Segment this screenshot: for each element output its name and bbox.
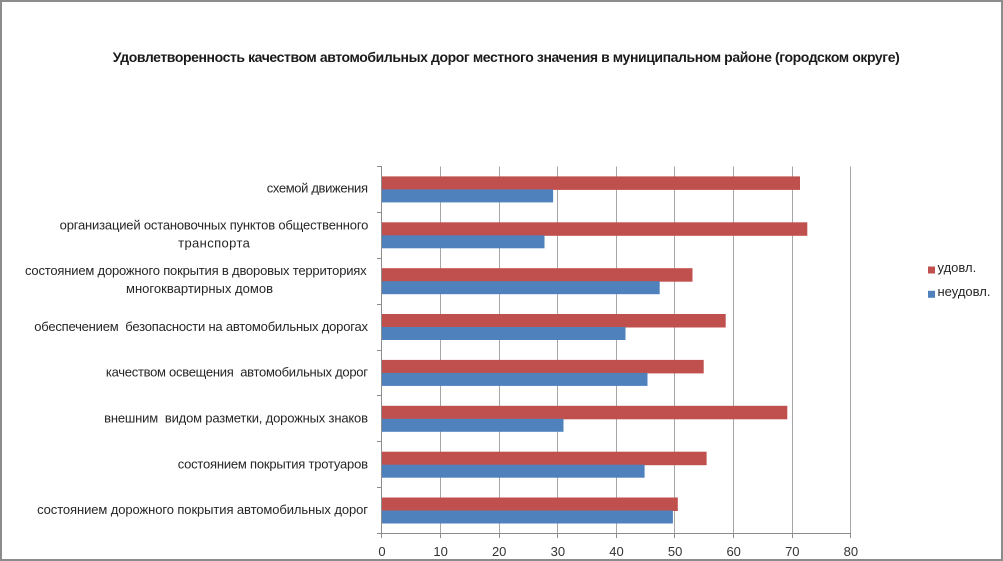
svg-text:10: 10	[433, 544, 447, 559]
svg-text:80: 80	[844, 544, 858, 559]
svg-text:Удовлетворенность качеством ав: Удовлетворенность качеством автомобильны…	[113, 49, 900, 65]
svg-text:20: 20	[492, 544, 506, 559]
svg-text:неудовл.: неудовл.	[938, 284, 991, 299]
svg-text:схемой движения: схемой движения	[267, 181, 368, 196]
svg-text:обеспечением безопасности на: обеспечением безопасности на автомобильн…	[34, 319, 368, 334]
svg-text:состоянием дорожного покрытия: состоянием дорожного покрытия автомобиль…	[37, 502, 368, 517]
svg-text:транспорта: транспорта	[178, 235, 251, 250]
svg-text:внешним видом разметки, дорож: внешним видом разметки, дорожных знаков	[104, 411, 368, 426]
svg-text:50: 50	[668, 544, 682, 559]
svg-text:70: 70	[785, 544, 799, 559]
svg-text:40: 40	[609, 544, 623, 559]
svg-text:состоянием дорожного покрытия: состоянием дорожного покрытия в дворовых…	[25, 263, 367, 278]
svg-text:организацией остановочных пунк: организацией остановочных пунктов общест…	[60, 217, 369, 232]
svg-text:удовл.: удовл.	[938, 260, 977, 275]
svg-text:60: 60	[726, 544, 740, 559]
svg-text:состоянием покрытия тротуаров: состоянием покрытия тротуаров	[178, 456, 368, 471]
svg-text:0: 0	[378, 544, 385, 559]
svg-text:30: 30	[551, 544, 565, 559]
svg-text:многоквартирных домов: многоквартирных домов	[126, 281, 273, 296]
svg-text:качеством освещения автомобил: качеством освещения автомобильных дорог	[106, 365, 368, 380]
